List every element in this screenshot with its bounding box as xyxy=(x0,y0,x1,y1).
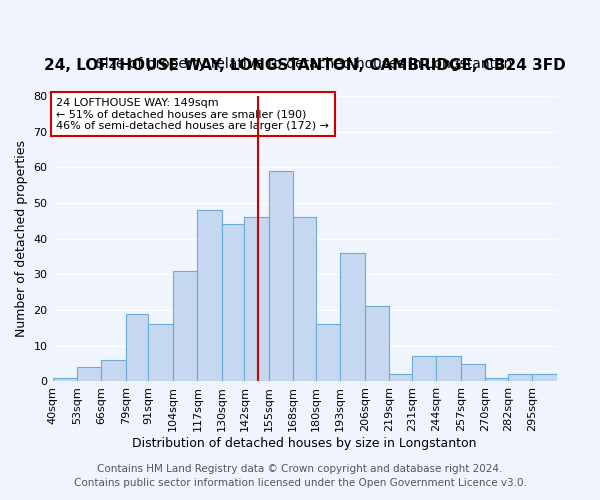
Bar xyxy=(316,324,340,382)
Bar xyxy=(77,367,101,382)
Text: 24 LOFTHOUSE WAY: 149sqm
← 51% of detached houses are smaller (190)
46% of semi-: 24 LOFTHOUSE WAY: 149sqm ← 51% of detach… xyxy=(56,98,329,131)
Bar xyxy=(293,217,316,382)
Bar xyxy=(126,314,148,382)
Title: Size of property relative to detached houses in Longstanton: Size of property relative to detached ho… xyxy=(97,57,513,71)
Bar xyxy=(365,306,389,382)
Bar xyxy=(389,374,412,382)
X-axis label: Distribution of detached houses by size in Longstanton: Distribution of detached houses by size … xyxy=(133,437,477,450)
Bar xyxy=(485,378,508,382)
Bar xyxy=(101,360,126,382)
Bar xyxy=(53,378,77,382)
Bar xyxy=(197,210,222,382)
Text: Contains HM Land Registry data © Crown copyright and database right 2024.
Contai: Contains HM Land Registry data © Crown c… xyxy=(74,464,526,487)
Bar xyxy=(340,253,365,382)
Bar xyxy=(148,324,173,382)
Bar xyxy=(532,374,557,382)
Bar xyxy=(412,356,436,382)
Bar xyxy=(508,374,532,382)
Text: 24, LOFTHOUSE WAY, LONGSTANTON, CAMBRIDGE, CB24 3FD: 24, LOFTHOUSE WAY, LONGSTANTON, CAMBRIDG… xyxy=(44,58,565,73)
Bar xyxy=(269,171,293,382)
Bar xyxy=(244,217,269,382)
Bar xyxy=(461,364,485,382)
Bar xyxy=(436,356,461,382)
Bar xyxy=(222,224,244,382)
Y-axis label: Number of detached properties: Number of detached properties xyxy=(15,140,28,337)
Bar xyxy=(173,271,197,382)
